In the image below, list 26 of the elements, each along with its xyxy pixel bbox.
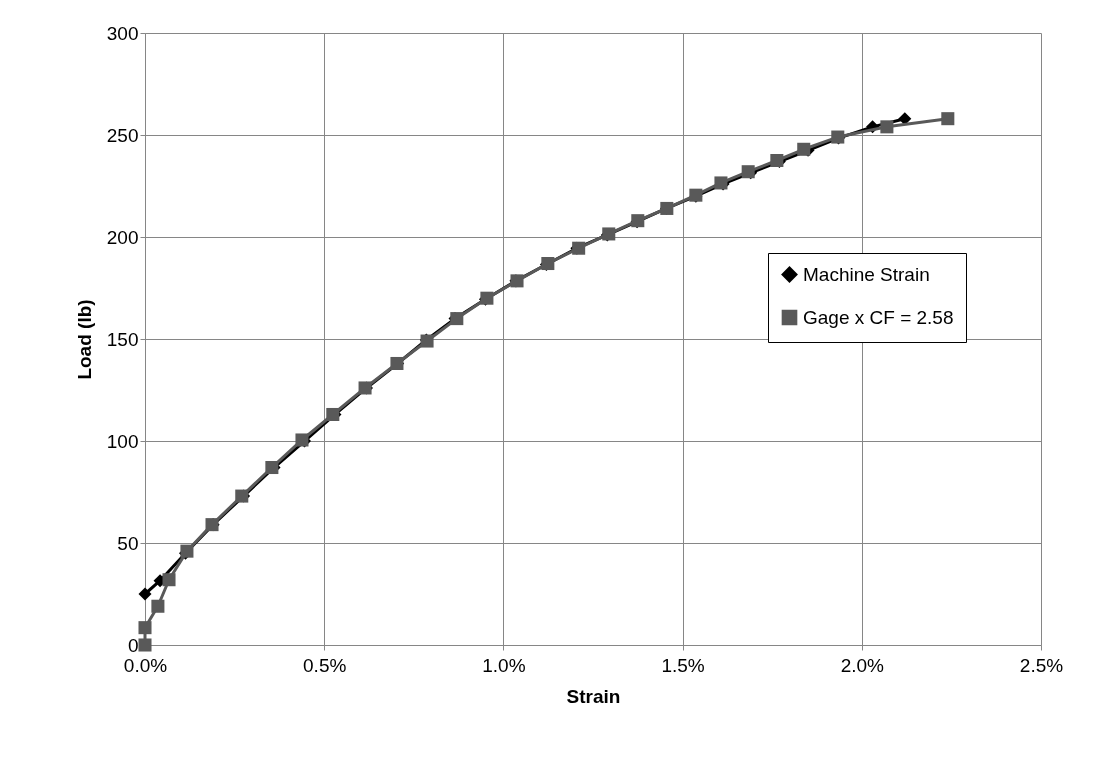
- y-tick-label: 200: [106, 226, 139, 248]
- x-tick-label: 0.5%: [303, 654, 347, 676]
- legend-label: Gage x CF = 2.58: [803, 306, 954, 328]
- point: [162, 573, 176, 587]
- y-tick-label: 300: [106, 22, 139, 44]
- point: [880, 120, 894, 134]
- point: [138, 638, 152, 652]
- point: [797, 142, 811, 156]
- point: [138, 587, 152, 601]
- x-tick-label: 2.5%: [1019, 654, 1064, 676]
- x-tick-label: 2.0%: [840, 654, 885, 676]
- y-tick-label: 250: [106, 124, 139, 146]
- point: [898, 112, 912, 126]
- y-tick-label: 150: [106, 328, 139, 350]
- x-axis-title: Strain: [566, 685, 621, 707]
- y-axis-title: Load (lb): [73, 299, 95, 380]
- point: [138, 621, 152, 635]
- x-tick-label: 1.5%: [661, 654, 705, 676]
- y-tick-label: 0: [127, 634, 139, 656]
- point: [151, 599, 165, 613]
- legend-label: Machine Strain: [803, 263, 930, 285]
- x-tick-label: 1.0%: [482, 654, 526, 676]
- point: [941, 112, 955, 126]
- y-tick-label: 50: [117, 532, 139, 554]
- y-tick-label: 100: [106, 430, 139, 452]
- x-tick-label: 0.0%: [123, 654, 168, 676]
